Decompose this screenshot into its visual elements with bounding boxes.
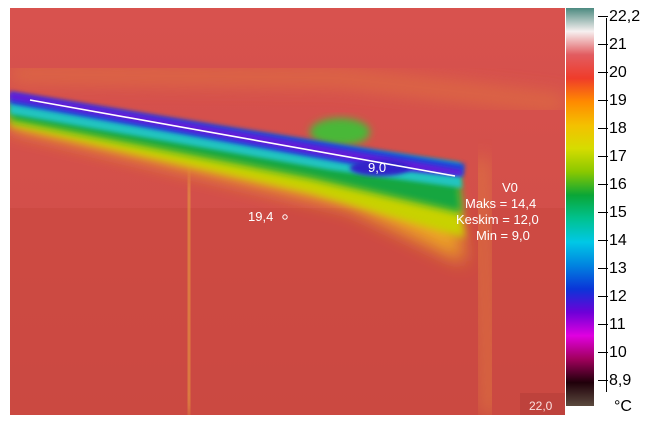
scale-max-tick: 22,2 xyxy=(598,7,670,27)
point-reading: 19,4 xyxy=(248,209,274,224)
scale-ticks: 22,2 21 20 19 18 17 16 15 14 13 12 11 10 8,9 xyxy=(598,8,670,408)
scale-tick: 19 xyxy=(598,91,670,111)
scale-tick: 10 xyxy=(598,343,670,363)
tick-label: 16 xyxy=(609,176,627,193)
scale-axis-line xyxy=(606,18,607,392)
tick-label: 18 xyxy=(609,120,627,137)
tick-label: 8,9 xyxy=(609,372,632,389)
tick-mark xyxy=(598,380,608,381)
tick-mark xyxy=(598,128,608,129)
tick-label: 17 xyxy=(609,148,627,165)
tick-mark xyxy=(598,212,608,213)
tick-label: 22,2 xyxy=(609,8,641,25)
tick-mark xyxy=(598,100,608,101)
measurement-min: Min = 9,0 xyxy=(476,228,530,243)
tick-label: 19 xyxy=(609,92,627,109)
tick-label: 12 xyxy=(609,288,627,305)
thermal-image xyxy=(10,8,565,415)
scale-min-tick: 8,9 xyxy=(598,371,670,391)
tick-mark xyxy=(598,156,608,157)
measurement-name: V0 xyxy=(502,180,518,195)
tick-mark xyxy=(598,72,608,73)
color-scale-bar xyxy=(566,8,594,406)
scale-tick: 11 xyxy=(598,315,670,335)
scale-tick: 12 xyxy=(598,287,670,307)
tick-mark xyxy=(598,296,608,297)
scale-tick: 21 xyxy=(598,35,670,55)
tick-label: 13 xyxy=(609,260,627,277)
scale-tick: 14 xyxy=(598,231,670,251)
tick-label: 20 xyxy=(609,64,627,81)
measurement-max: Maks = 14,4 xyxy=(465,196,537,211)
corner-reading: 22,0 xyxy=(529,399,553,413)
scale-tick: 16 xyxy=(598,175,670,195)
tick-mark xyxy=(598,16,608,17)
tick-mark xyxy=(598,352,608,353)
tick-label: 21 xyxy=(609,36,627,53)
scale-tick: 17 xyxy=(598,147,670,167)
measurement-avg: Keskim = 12,0 xyxy=(456,212,539,227)
tick-mark xyxy=(598,184,608,185)
tick-label: 14 xyxy=(609,232,627,249)
tick-mark xyxy=(598,324,608,325)
scale-tick: 20 xyxy=(598,63,670,83)
scale-tick: 18 xyxy=(598,119,670,139)
tick-mark xyxy=(598,268,608,269)
scale-tick: 13 xyxy=(598,259,670,279)
tick-mark xyxy=(598,44,608,45)
scale-tick: 15 xyxy=(598,203,670,223)
tick-label: 11 xyxy=(609,316,626,333)
line-cold-reading: 9,0 xyxy=(368,160,387,175)
scale-unit: °C xyxy=(614,398,632,415)
tick-mark xyxy=(598,240,608,241)
tick-label: 10 xyxy=(609,344,627,361)
tick-label: 15 xyxy=(609,204,627,221)
measurement-label: V0 Maks = 14,4 Keskim = 12,0 Min = 9,0 xyxy=(456,180,581,244)
